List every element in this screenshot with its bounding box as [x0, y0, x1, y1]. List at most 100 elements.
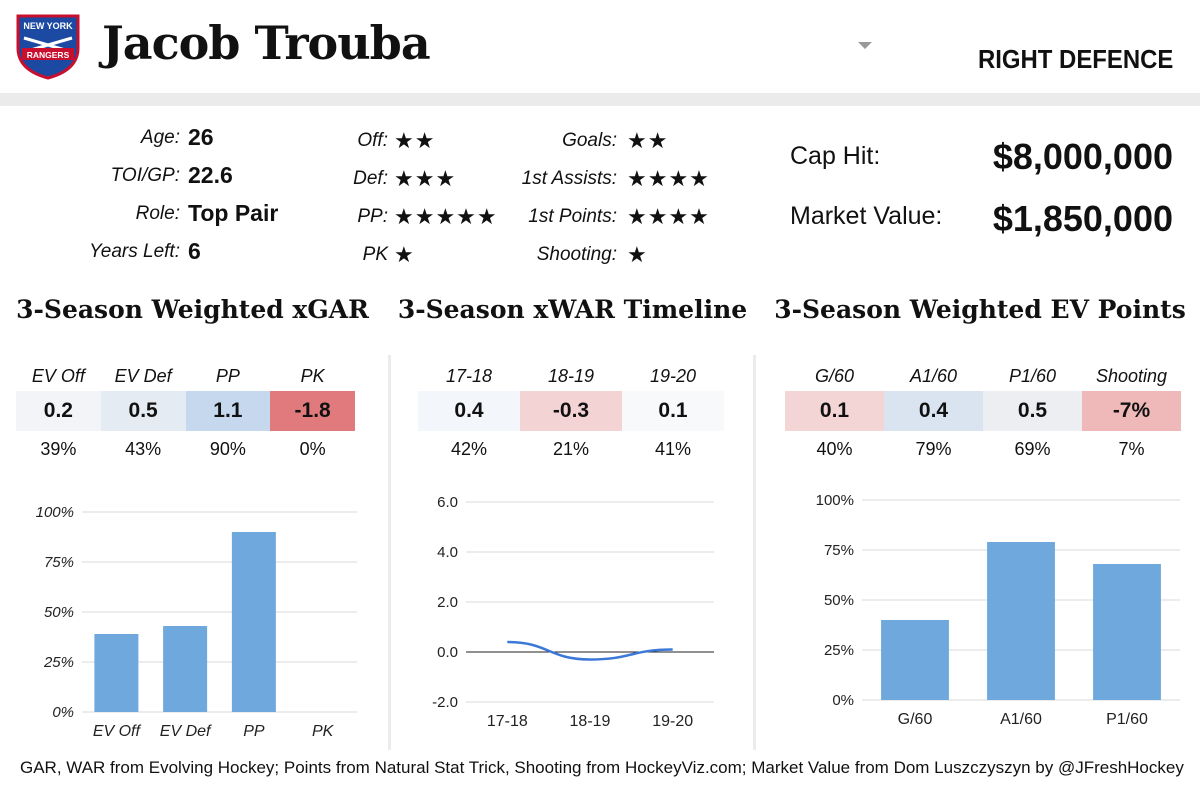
xwar-line-chart: -2.0 0.0 2.0 4.0 6.0 17-18 18-19 19-20: [432, 494, 714, 730]
market-value-value: $1,850,000: [992, 198, 1173, 239]
role-value: Top Pair: [188, 200, 279, 226]
x-tick-label: P1/60: [1106, 711, 1148, 728]
stat-percentile: 40%: [816, 439, 853, 459]
stat-value: 0.5: [983, 391, 1082, 431]
rating-stars: ★★★★★: [394, 204, 498, 229]
stat-header: Shooting: [1095, 366, 1168, 386]
stat-percentile: 79%: [915, 439, 952, 459]
xgar-bar-chart: 0% 25% 50% 75% 100% EV Off EV Def PP PK: [36, 504, 357, 740]
rating-label: PK: [362, 244, 388, 265]
y-tick-label: 25%: [824, 642, 854, 659]
toi-label: TOI/GP:: [110, 165, 180, 186]
player-position: RIGHT DEFENCE: [977, 44, 1173, 74]
x-tick-label: EV Off: [93, 723, 142, 740]
rating-stars: ★★★★: [627, 204, 710, 229]
rating-label: PP:: [357, 206, 388, 227]
role-label: Role:: [135, 203, 180, 224]
rating-label: Goals:: [562, 130, 617, 151]
stat-header: 19-20: [649, 366, 697, 386]
column-divider: [753, 355, 756, 750]
cap-hit-label: Cap Hit:: [790, 142, 881, 170]
player-name: Jacob Trouba: [102, 16, 431, 70]
stat-percentile: 43%: [125, 439, 162, 459]
stat-value: 0.1: [785, 391, 884, 431]
rangers-logo: NEW YORK RANGERS: [16, 14, 80, 80]
y-tick-label: 75%: [44, 554, 74, 571]
stat-percentile: 69%: [1014, 439, 1051, 459]
stat-percentile: 41%: [654, 439, 692, 459]
source-credits: GAR, WAR from Evolving Hockey; Points fr…: [20, 758, 1184, 777]
years-left-value: 6: [188, 238, 201, 264]
y-tick-label: 100%: [36, 504, 74, 521]
y-tick-label: 0%: [832, 692, 854, 709]
rating-label: Off:: [357, 130, 388, 151]
x-tick-label: 17-18: [487, 713, 528, 730]
stat-value: 0.1: [622, 391, 724, 431]
stat-header: PP: [215, 366, 240, 386]
rating-label: Shooting:: [536, 244, 617, 265]
stat-value: 0.4: [884, 391, 983, 431]
rating-stars: ★★: [627, 128, 669, 153]
y-tick-label: 0%: [52, 704, 74, 721]
rating-stars: ★: [627, 242, 648, 267]
stat-value: -7%: [1082, 391, 1181, 431]
x-tick-label: PP: [243, 723, 265, 740]
logo-text-top: NEW YORK: [23, 21, 73, 31]
stat-value: 0.5: [100, 391, 186, 431]
y-tick-label: 100%: [816, 492, 854, 509]
y-tick-label: -2.0: [432, 694, 458, 711]
bar: [881, 620, 949, 700]
rating-stars: ★★★★: [627, 166, 710, 191]
market-value-label: Market Value:: [790, 202, 943, 230]
bar: [231, 532, 276, 712]
stat-percentile: 0%: [299, 439, 326, 459]
x-tick-label: G/60: [898, 711, 933, 728]
bar: [1093, 564, 1161, 700]
rating-stars: ★★: [394, 128, 436, 153]
stat-value: -0.3: [520, 391, 622, 431]
bar: [163, 626, 208, 712]
column-divider: [388, 355, 391, 750]
rating-label: Def:: [353, 168, 388, 189]
stat-percentile: 39%: [40, 439, 77, 459]
y-tick-label: 6.0: [437, 494, 458, 511]
y-tick-label: 25%: [43, 654, 74, 671]
series-line: [507, 640, 673, 661]
y-tick-label: 50%: [824, 592, 854, 609]
age-value: 26: [188, 124, 214, 150]
y-tick-label: 50%: [44, 604, 74, 621]
header-divider: [0, 93, 1200, 106]
y-tick-label: 4.0: [437, 544, 458, 561]
stat-value: 1.1: [185, 391, 271, 431]
stat-value: -1.8: [270, 391, 355, 431]
x-tick-label: A1/60: [1000, 711, 1042, 728]
stat-header: EV Off: [31, 366, 85, 386]
player-dropdown-caret-icon[interactable]: [858, 42, 872, 49]
stat-percentile: 90%: [209, 439, 246, 459]
stat-header: G/60: [814, 366, 855, 386]
rating-label: 1st Points:: [528, 206, 617, 227]
rating-stars: ★: [394, 242, 415, 267]
y-tick-label: 75%: [824, 542, 854, 559]
x-tick-label: 18-19: [570, 713, 611, 730]
stat-percentile: 21%: [552, 439, 590, 459]
x-tick-label: EV Def: [160, 723, 212, 740]
ev-points-title: 3-Season Weighted EV Points: [774, 295, 1186, 324]
logo-text-bottom: RANGERS: [27, 50, 70, 60]
stat-header: A1/60: [909, 366, 958, 386]
stat-header: P1/60: [1008, 366, 1057, 386]
rating-label: 1st Assists:: [521, 168, 617, 189]
cap-hit-value: $8,000,000: [992, 136, 1173, 177]
rating-stars: ★★★: [394, 166, 457, 191]
xgar-title: 3-Season Weighted xGAR: [16, 295, 369, 324]
ev-points-bar-chart: 0% 25% 50% 75% 100% G/60 A1/60 P1/60: [816, 492, 1180, 728]
stat-value: 0.2: [16, 391, 101, 431]
stat-header: 17-18: [445, 366, 493, 386]
age-label: Age:: [140, 127, 180, 148]
stat-percentile: 7%: [1118, 439, 1145, 459]
y-tick-label: 2.0: [437, 594, 458, 611]
y-tick-label: 0.0: [437, 644, 458, 661]
stat-percentile: 42%: [450, 439, 488, 459]
years-left-label: Years Left:: [89, 241, 180, 262]
xwar-title: 3-Season xWAR Timeline: [397, 295, 748, 324]
